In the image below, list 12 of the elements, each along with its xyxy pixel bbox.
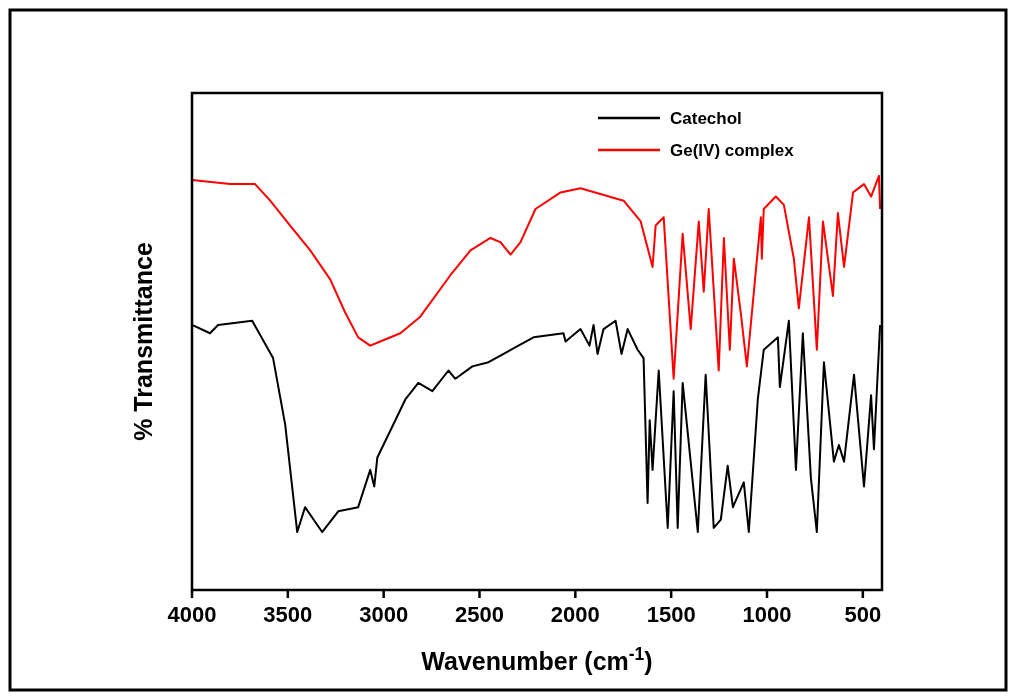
y-axis-title: % Transmittance <box>129 242 157 441</box>
x-tick-label: 2500 <box>455 602 504 627</box>
x-tick-label: 3500 <box>263 602 313 627</box>
x-tick-label: 1000 <box>742 602 792 627</box>
x-tick-label: 4000 <box>167 602 217 627</box>
legend-label: Catechol <box>670 109 742 128</box>
x-tick-label: 1500 <box>646 602 696 627</box>
legend-label: Ge(IV) complex <box>670 141 795 160</box>
x-tick-label: 3000 <box>359 602 409 627</box>
x-axis-title: Wavenumber (cm$^{-1}$) <box>421 644 653 675</box>
x-tick-label: 500 <box>844 602 882 627</box>
x-tick-label: 2000 <box>550 602 600 627</box>
